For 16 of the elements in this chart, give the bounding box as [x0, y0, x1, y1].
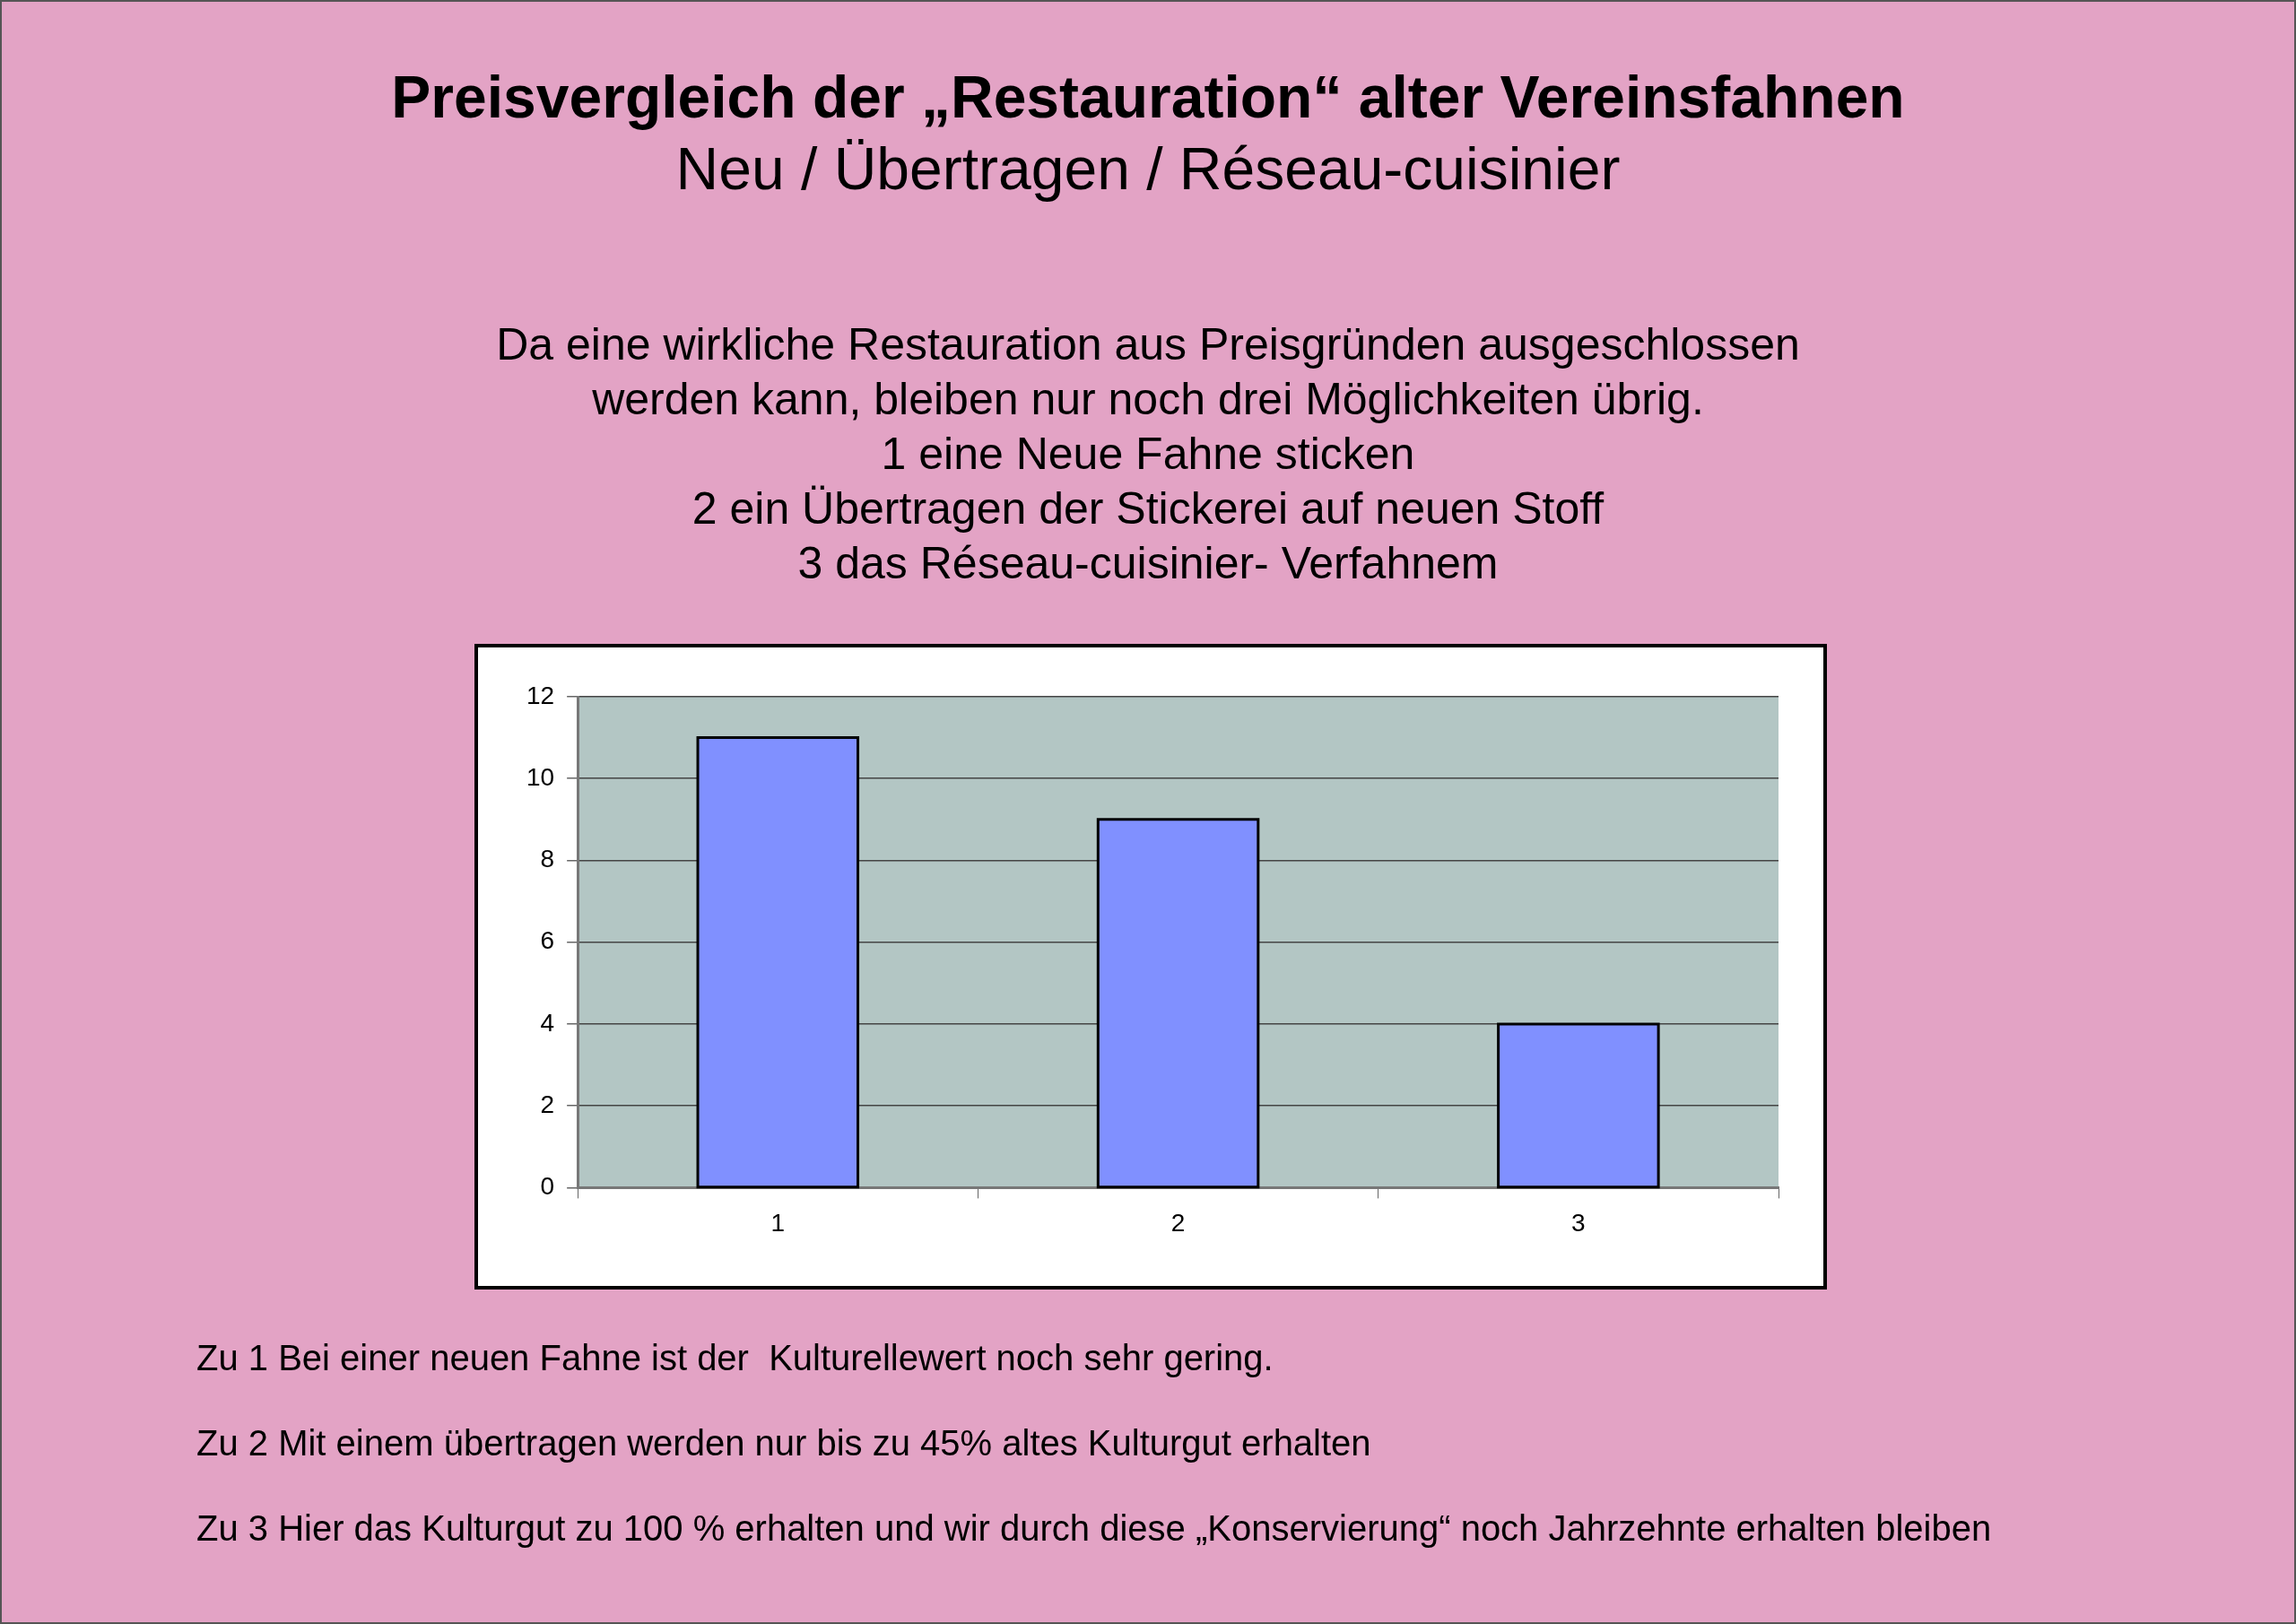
y-tick-label: 6 — [540, 926, 555, 955]
y-tick-label: 10 — [526, 762, 555, 791]
chart-subtitle: Neu / Übertragen / Réseau-cuisinier — [674, 135, 1622, 203]
y-tick-label: 12 — [526, 681, 555, 709]
y-tick-label: 4 — [540, 1008, 555, 1037]
chart-title: Preisvergleich der „Restauration“ alter Vereinsfahnen — [390, 63, 1906, 131]
y-tick-label: 8 — [540, 845, 555, 873]
text: Zu 2 Mit einem übertragen werden nur bis zu 45% altes Kulturgut erhalten — [196, 1423, 1372, 1464]
x-tick-label: 3 — [1571, 1208, 1586, 1237]
text: Zu 3 Hier das Kulturgut zu 100 % erhalten und wir durch diese „Konservierung“ noch Jahrzehnte erhalten bleiben — [196, 1508, 1992, 1550]
x-tick-label: 2 — [1170, 1208, 1186, 1237]
y-tick-label: 0 — [540, 1172, 555, 1201]
text: Da eine wirkliche Restauration aus Preisgründen ausgeschlossen werden kann, bleiben nur noch drei Möglichkeiten übrig. 1 eine Neue Fahne sticken 2 ein Übertragen der Stickerei auf neuen Stoff 3 das Réseau-cuisinier- Verfahnem — [495, 318, 1801, 590]
x-tick-label: 1 — [770, 1208, 786, 1237]
y-tick-label: 2 — [540, 1090, 555, 1118]
text: Zu 1 Bei einer neuen Fahne ist der Kulturellewert noch sehr gering. — [196, 1338, 1274, 1379]
